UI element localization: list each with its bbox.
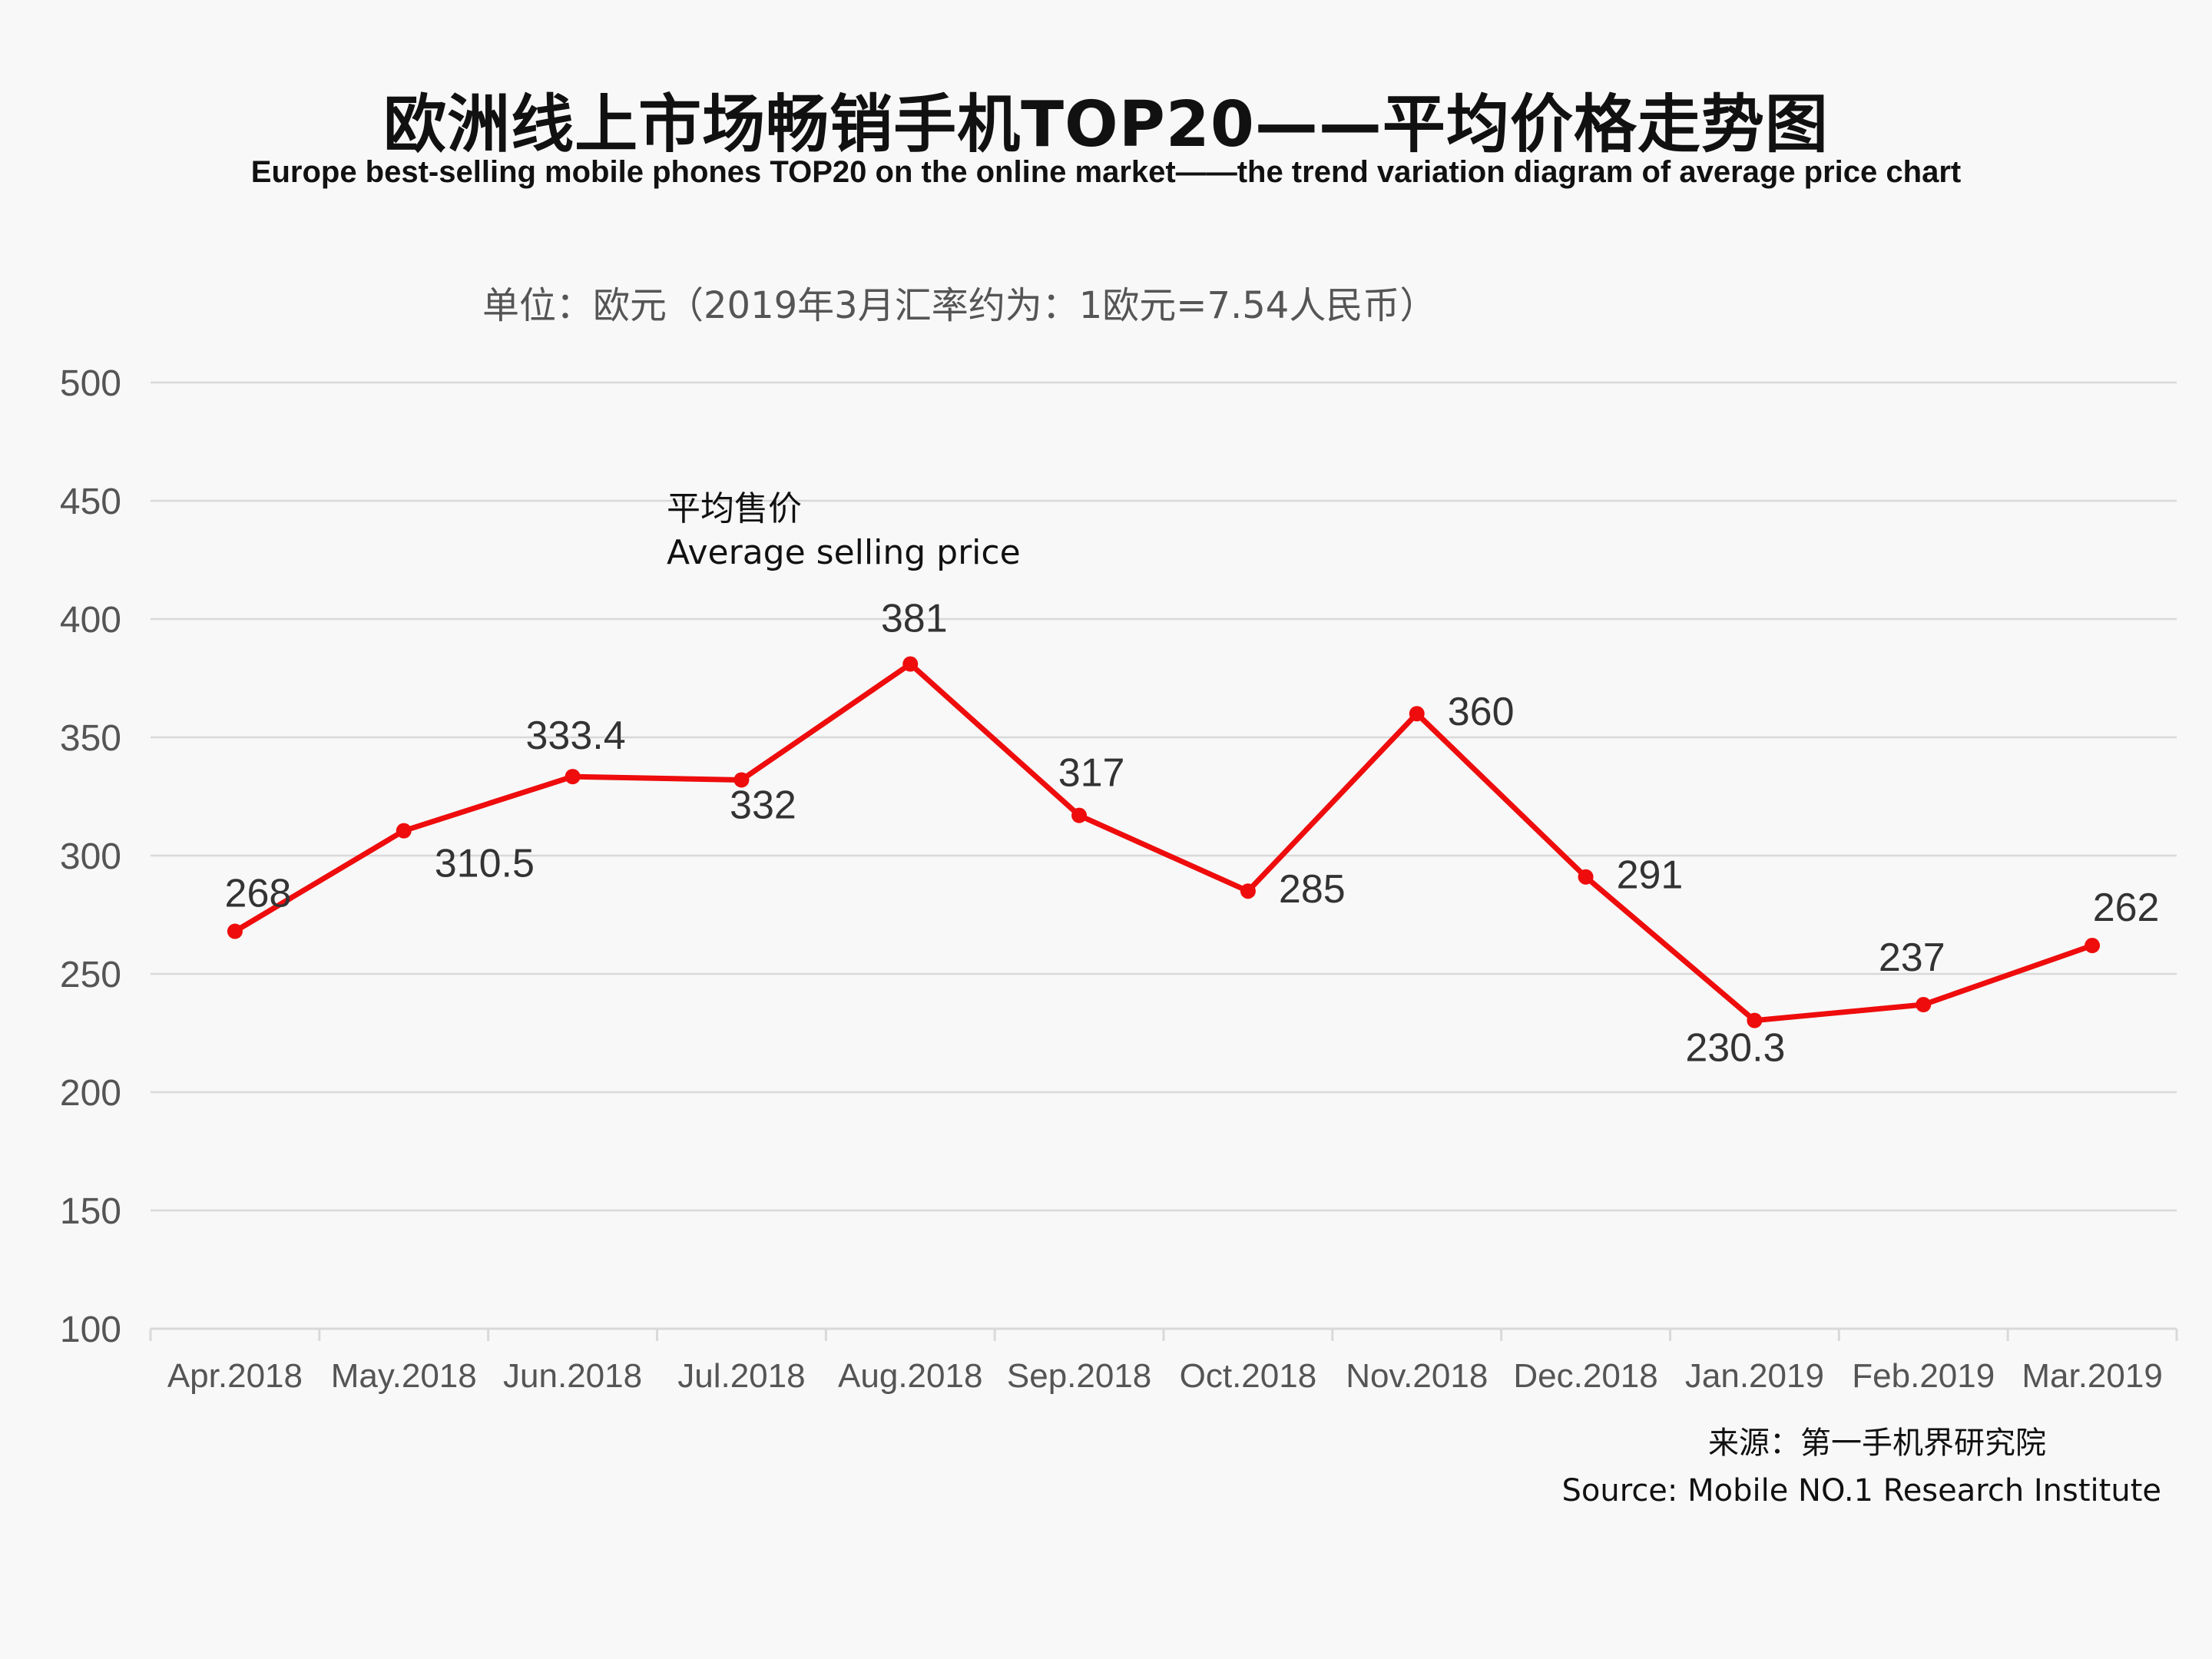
data-point [1916, 997, 1932, 1013]
unit-note: 单位：欧元（2019年3月汇率约为：1欧元=7.54人民币） [482, 284, 1437, 327]
data-point [1578, 869, 1594, 885]
x-tick-label: Jul.2018 [677, 1357, 805, 1395]
source-zh: 来源：第一手机界研究院 [1708, 1426, 2046, 1461]
x-tick-label: Dec.2018 [1513, 1357, 1657, 1395]
data-label: 317 [1058, 751, 1125, 796]
source-note: 来源：第一手机界研究院 Source: Mobile NO.1 Research… [1562, 1419, 2161, 1515]
data-label: 285 [1279, 867, 1346, 912]
y-tick-label: 450 [60, 482, 121, 522]
x-tick-label: Nov.2018 [1346, 1357, 1488, 1395]
data-point [1747, 1012, 1763, 1028]
data-point [902, 656, 919, 672]
y-tick-label: 150 [60, 1191, 121, 1232]
series-name-en: Average selling price [667, 533, 1021, 572]
x-tick-label: Sep.2018 [1007, 1357, 1151, 1395]
data-label: 381 [881, 597, 948, 641]
data-point [1071, 807, 1088, 823]
data-point [227, 923, 243, 939]
data-label: 268 [225, 872, 292, 916]
data-label: 262 [2093, 886, 2160, 930]
x-tick-label: Feb.2019 [1852, 1357, 1995, 1395]
x-tick-label: Mar.2019 [2022, 1357, 2162, 1395]
y-tick-label: 250 [60, 955, 121, 995]
x-tick-label: Apr.2018 [167, 1357, 303, 1395]
chart-subtitle: Europe best-selling mobile phones TOP20 … [250, 155, 1962, 189]
data-label: 237 [1879, 935, 1945, 980]
y-tick-label: 300 [60, 836, 121, 877]
data-point [1409, 706, 1425, 722]
y-tick-label: 400 [60, 600, 121, 641]
data-label: 333.4 [526, 714, 626, 758]
y-tick-label: 200 [60, 1073, 121, 1114]
data-point [565, 769, 581, 785]
x-tick-label: Oct.2018 [1180, 1357, 1317, 1395]
data-point [733, 772, 750, 788]
data-label: 291 [1617, 853, 1684, 898]
x-tick-label: Jan.2019 [1685, 1357, 1824, 1395]
series-name-zh: 平均售价 [667, 489, 802, 528]
y-tick-label: 100 [60, 1310, 121, 1350]
chart-title: 欧洲线上市场畅销手机TOP20——平均价格走势图 [383, 88, 1829, 161]
y-tick-label: 350 [60, 718, 121, 759]
data-label: 230.3 [1685, 1026, 1785, 1071]
data-point [1240, 883, 1256, 899]
data-point [396, 823, 412, 839]
source-en: Source: Mobile NO.1 Research Institute [1561, 1473, 2161, 1508]
data-label: 310.5 [435, 842, 535, 886]
x-tick-label: Jun.2018 [503, 1357, 642, 1395]
series-line [232, 661, 2095, 1024]
data-label: 360 [1448, 690, 1515, 734]
x-tick-label: May.2018 [331, 1357, 477, 1395]
data-label: 332 [730, 783, 796, 827]
x-tick-label: Aug.2018 [838, 1357, 982, 1395]
data-point [2085, 938, 2101, 954]
y-tick-label: 500 [60, 363, 121, 404]
